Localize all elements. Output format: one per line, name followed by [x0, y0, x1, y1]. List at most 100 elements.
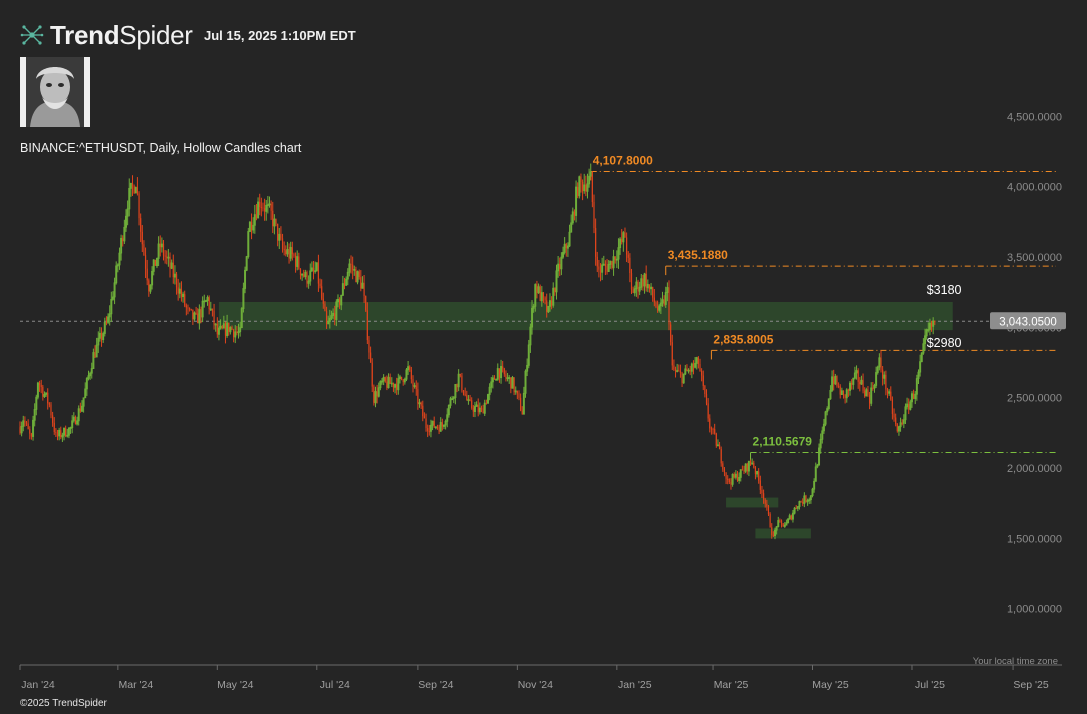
candle — [266, 196, 269, 214]
candle-body — [146, 268, 148, 281]
candle — [211, 308, 214, 317]
candle — [275, 218, 277, 227]
candle — [335, 299, 338, 327]
candle — [743, 465, 745, 475]
candle — [217, 321, 220, 341]
candle-body — [720, 449, 722, 464]
candle-body — [638, 286, 641, 292]
candle-body — [707, 403, 709, 419]
candle-body — [177, 287, 179, 294]
candle-body — [128, 187, 131, 210]
candle-body — [744, 463, 747, 472]
candle-body — [32, 419, 35, 437]
candle-body — [368, 340, 370, 353]
candle-body — [260, 207, 262, 209]
candle — [899, 417, 902, 432]
candle-body — [506, 377, 509, 380]
candle — [670, 321, 672, 346]
timezone-note: Your local time zone — [973, 656, 1058, 667]
candle-body — [670, 324, 672, 343]
candle-body — [56, 433, 59, 436]
candle-body — [97, 337, 100, 346]
candle-body — [471, 400, 473, 408]
candle — [36, 381, 39, 400]
candle — [159, 235, 161, 257]
candle — [428, 425, 430, 436]
candle — [601, 257, 604, 281]
candle — [851, 379, 853, 390]
candle-body — [531, 307, 534, 328]
candle — [539, 284, 541, 302]
candle — [247, 227, 250, 259]
candle-body — [134, 187, 137, 194]
candle — [154, 259, 156, 266]
candle-body — [24, 420, 26, 423]
candle — [58, 427, 61, 441]
candle — [100, 327, 103, 347]
candle-body — [557, 263, 560, 272]
candle — [635, 277, 638, 297]
candle — [384, 376, 386, 383]
y-tick-label: 2,500.0000 — [1007, 393, 1062, 405]
candle — [611, 260, 613, 270]
candle-body — [472, 407, 474, 412]
candle — [394, 383, 397, 394]
candle-body — [447, 405, 450, 416]
candle-body — [701, 371, 703, 376]
candle — [160, 237, 163, 253]
candle — [65, 425, 67, 438]
candle — [571, 207, 574, 225]
candle-body — [211, 308, 214, 311]
candle-body — [409, 366, 411, 370]
candle — [624, 227, 626, 238]
candle-body — [715, 433, 717, 446]
candle-body — [50, 404, 52, 416]
candle-body — [782, 523, 784, 527]
candle — [648, 284, 651, 293]
candle-body — [317, 262, 320, 284]
candle — [617, 238, 620, 269]
candle-body — [309, 270, 312, 282]
candle-body — [790, 515, 792, 520]
candle-body — [689, 370, 691, 372]
candle — [306, 270, 308, 288]
candle — [814, 462, 817, 482]
candle — [67, 427, 70, 439]
candle — [200, 306, 202, 324]
candle-body — [826, 408, 829, 413]
support-resistance-zone — [726, 497, 779, 508]
candle-body — [930, 323, 933, 327]
candle-body — [275, 218, 277, 224]
candle — [522, 386, 525, 415]
candle-body — [759, 480, 761, 490]
candle-body — [52, 415, 54, 423]
candle — [560, 252, 563, 276]
candle-body — [502, 366, 504, 369]
candle-body — [180, 289, 183, 297]
candle-body — [379, 381, 382, 389]
candle-body — [398, 376, 401, 379]
last-price-label: 3,043.0500 — [999, 316, 1057, 328]
candle-body — [544, 297, 546, 301]
candle-body — [920, 352, 923, 363]
candle-body — [374, 391, 377, 404]
candle-body — [35, 396, 38, 410]
candle-body — [187, 307, 189, 309]
candle-body — [182, 293, 185, 297]
candle-body — [321, 286, 323, 299]
candle-body — [516, 390, 518, 394]
candle — [66, 428, 69, 438]
candle-body — [652, 287, 654, 298]
candle — [930, 320, 933, 332]
candle — [180, 281, 183, 302]
candle-body — [880, 357, 882, 370]
candle — [798, 500, 801, 510]
candle — [294, 252, 297, 273]
candle — [873, 383, 876, 393]
candle — [919, 354, 922, 377]
candle — [278, 227, 281, 249]
candle-body — [278, 233, 281, 241]
candle-body — [265, 204, 268, 212]
candle — [701, 368, 703, 382]
